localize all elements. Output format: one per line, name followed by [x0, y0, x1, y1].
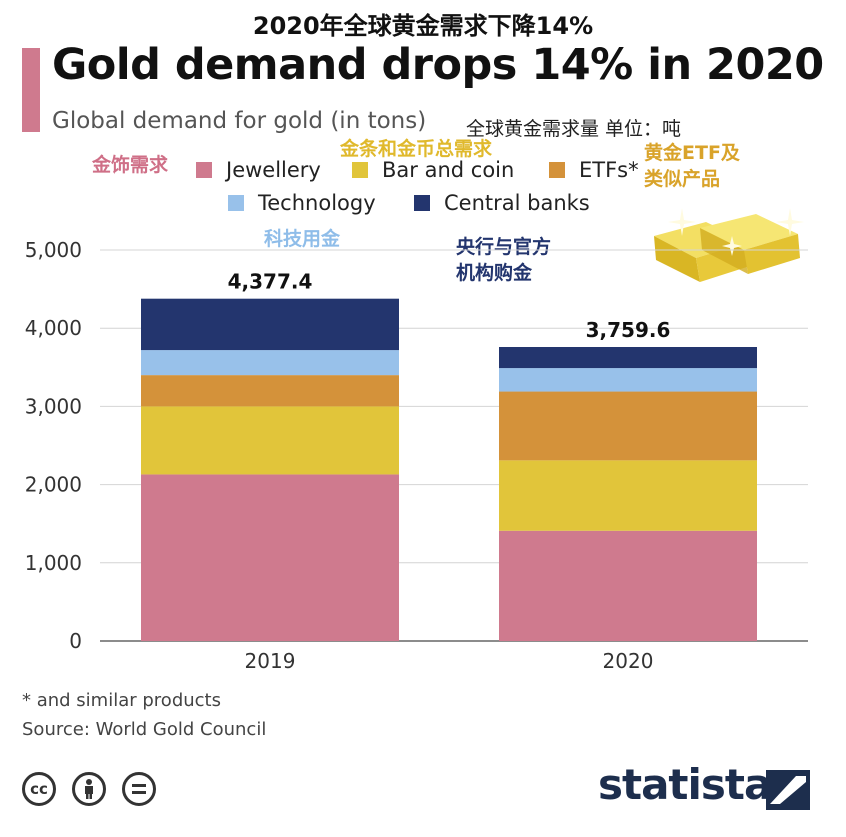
legend-swatch-etfs: [549, 162, 565, 178]
y-tick-label: 1,000: [25, 551, 82, 575]
x-axis-ticks: 2019 2020: [245, 649, 654, 673]
legend-swatch-central-banks: [414, 195, 430, 211]
bar-segment: [141, 474, 399, 641]
annotation-bar-coin-cn: 金条和金币总需求: [340, 138, 493, 160]
bar-segment: [141, 298, 399, 351]
legend-label: ETFs*: [579, 158, 639, 182]
legend-swatch-technology: [228, 195, 244, 211]
legend-label: Jewellery: [226, 158, 321, 182]
legend-swatch-bar-coin: [352, 162, 368, 178]
total-labels: 4,377.4 3,759.6: [228, 270, 671, 342]
total-label: 4,377.4: [228, 270, 313, 294]
y-axis-ticks: 0 1,000 2,000 3,000 4,000 5,000: [25, 238, 82, 653]
annotation-central-banks-cn-line2: 机构购金: [456, 262, 533, 284]
legend-label: Technology: [258, 191, 376, 215]
bar-segment: [499, 530, 757, 641]
x-tick-label: 2020: [603, 649, 654, 673]
chinese-title: 2020年全球黄金需求下降14%: [252, 12, 594, 40]
legend-item-bar-coin: Bar and coin: [352, 158, 514, 182]
y-tick-label: 3,000: [25, 394, 82, 418]
source-note: Source: World Gold Council: [22, 719, 267, 740]
annotation-etfs-cn-line1: 黄金ETF及: [644, 142, 740, 164]
y-tick-label: 5,000: [25, 238, 82, 262]
legend-label: Bar and coin: [382, 158, 515, 182]
bar-segment: [499, 391, 757, 461]
legend-item-etfs: ETFs*: [549, 158, 639, 182]
annotation-jewellery-cn: 金饰需求: [92, 154, 169, 176]
bar-segment: [141, 350, 399, 376]
y-tick-label: 2,000: [25, 473, 82, 497]
bars: [141, 298, 757, 641]
title-accent-bar: [22, 48, 40, 132]
legend-swatch-jewellery: [196, 162, 212, 178]
statista-logo-icon[interactable]: [766, 770, 810, 810]
bar-segment: [499, 346, 757, 369]
total-label: 3,759.6: [586, 318, 671, 342]
footnote: * and similar products: [22, 690, 221, 711]
annotation-etfs-cn-line2: 类似产品: [644, 168, 721, 190]
x-tick-label: 2019: [245, 649, 296, 673]
legend-item-technology: Technology: [228, 191, 376, 215]
bar-segment: [141, 375, 399, 407]
annotation-central-banks-cn-line1: 央行与官方: [456, 236, 552, 258]
chart-subtitle: Global demand for gold (in tons): [52, 108, 427, 134]
y-tick-label: 4,000: [25, 316, 82, 340]
gold-bars-icon: [654, 208, 804, 282]
person-icon[interactable]: [72, 772, 106, 806]
bar-segment: [141, 406, 399, 475]
legend-label: Central banks: [444, 191, 590, 215]
annotation-technology-cn: 科技用金: [264, 228, 341, 250]
cc-icon[interactable]: cc: [22, 772, 56, 806]
legend-item-central-banks: Central banks: [414, 191, 590, 215]
chinese-subtitle: 全球黄金需求量 单位：吨: [466, 118, 682, 140]
bar-segment: [499, 368, 757, 392]
statista-logo-text[interactable]: statista: [598, 760, 772, 809]
bar-segment: [499, 460, 757, 531]
stacked-bar-chart: 0 1,000 2,000 3,000 4,000 5,000 4,377.4 3,759.…: [25, 238, 808, 673]
chart-title: Gold demand drops 14% in 2020: [52, 40, 824, 90]
legend-item-jewellery: Jewellery: [196, 158, 321, 182]
equal-icon[interactable]: [122, 772, 156, 806]
y-tick-label: 0: [69, 629, 82, 653]
